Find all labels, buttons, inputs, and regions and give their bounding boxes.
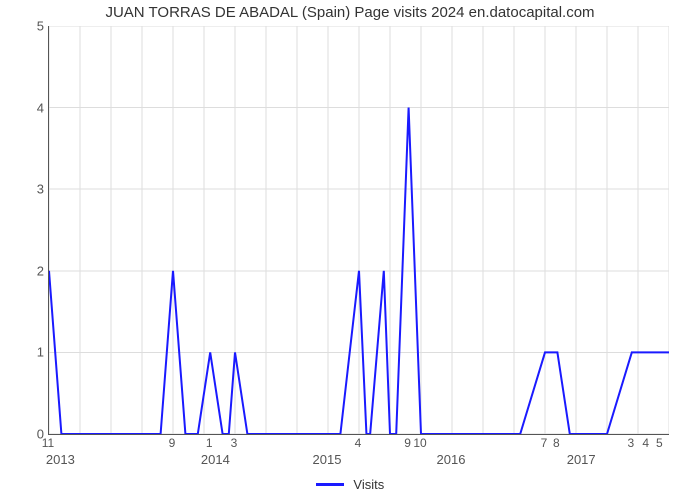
y-tick-label: 3	[4, 182, 44, 197]
x-tick-month-label: 3	[627, 436, 634, 450]
x-tick-month-label: 9	[404, 436, 411, 450]
x-tick-month-label: 8	[553, 436, 560, 450]
x-tick-year-label: 2015	[313, 452, 342, 467]
chart-title: JUAN TORRAS DE ABADAL (Spain) Page visit…	[0, 4, 700, 21]
y-tick-label: 2	[4, 263, 44, 278]
x-tick-year-label: 2017	[567, 452, 596, 467]
x-tick-month-label: 7	[541, 436, 548, 450]
x-tick-year-label: 2013	[46, 452, 75, 467]
visits-chart: JUAN TORRAS DE ABADAL (Spain) Page visit…	[0, 0, 700, 500]
x-tick-month-label: 11	[42, 436, 54, 450]
x-tick-month-label: 10	[413, 436, 426, 450]
legend-label: Visits	[353, 477, 384, 492]
x-tick-month-label: 9	[169, 436, 176, 450]
legend-swatch	[316, 483, 344, 486]
y-tick-label: 5	[4, 19, 44, 34]
x-tick-year-label: 2014	[201, 452, 230, 467]
y-tick-label: 4	[4, 100, 44, 115]
x-tick-month-label: 1	[206, 436, 213, 450]
x-tick-month-label: 4	[355, 436, 362, 450]
plot-area	[48, 26, 669, 435]
plot-svg	[49, 26, 669, 434]
x-tick-month-label: 3	[231, 436, 238, 450]
y-tick-label: 1	[4, 345, 44, 360]
y-tick-label: 0	[4, 427, 44, 442]
legend: Visits	[0, 476, 700, 492]
x-tick-month-label: 4	[642, 436, 649, 450]
x-tick-month-label: 5	[656, 436, 663, 450]
x-tick-year-label: 2016	[437, 452, 466, 467]
